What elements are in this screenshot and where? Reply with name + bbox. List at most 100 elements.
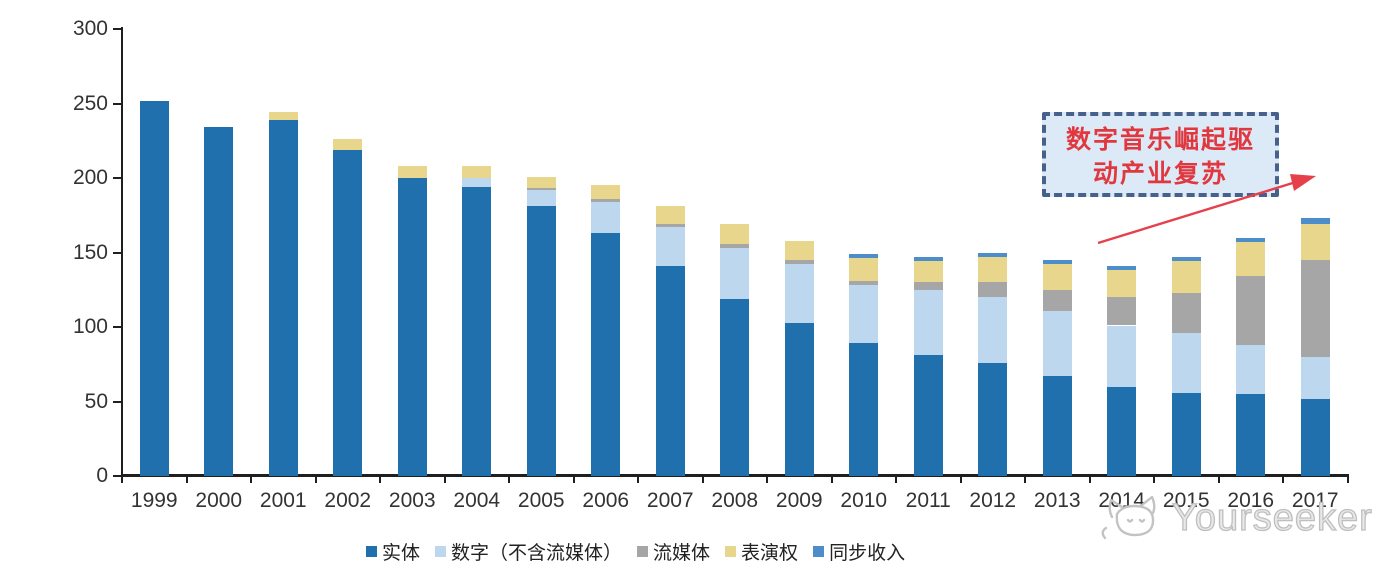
x-axis-label-2006: 2006 <box>582 489 630 512</box>
x-axis-tick-5 <box>443 476 446 483</box>
bar-segment-digital-ex-streaming-2011 <box>913 289 943 356</box>
annotation-text-line1: 数字音乐崛起驱 <box>1065 126 1255 154</box>
bar-segment-streaming-2012 <box>978 282 1008 298</box>
bar-segment-physical-2001 <box>268 119 298 476</box>
legend-swatch-performance-rights <box>725 546 737 557</box>
y-axis-label-150: 150 <box>72 240 108 264</box>
legend-item-performance-rights: 表演权 <box>725 538 798 565</box>
bar-segment-physical-2016 <box>1236 394 1266 476</box>
bar-segment-physical-2009 <box>784 322 814 476</box>
legend-swatch-digital-ex-streaming <box>435 546 447 557</box>
y-axis-label-250: 250 <box>72 91 108 115</box>
x-axis-tick-0 <box>121 476 123 483</box>
bar-segment-sync-revenue-2012 <box>978 252 1008 257</box>
y-axis-tick-300 <box>113 28 121 30</box>
bar-segment-physical-2017 <box>1300 398 1330 476</box>
y-axis-label-0: 0 <box>96 464 108 487</box>
x-axis-label-2003: 2003 <box>388 489 436 512</box>
bar-segment-digital-ex-streaming-2009 <box>784 264 814 323</box>
bar-segment-physical-2006 <box>591 233 621 476</box>
x-axis-tick-19 <box>1346 476 1349 483</box>
bar-segment-performance-rights-2007 <box>655 206 685 225</box>
bar-segment-physical-2012 <box>978 362 1008 476</box>
legend-swatch-streaming <box>637 546 649 557</box>
bar-segment-streaming-2009 <box>784 259 814 265</box>
bar-segment-performance-rights-2013 <box>1042 264 1072 290</box>
bar-segment-digital-ex-streaming-2006 <box>591 201 621 234</box>
bar-segment-streaming-2016 <box>1236 276 1266 345</box>
bar-segment-streaming-2011 <box>913 282 943 290</box>
bar-segment-sync-revenue-2013 <box>1042 259 1072 265</box>
bar-segment-digital-ex-streaming-2012 <box>978 297 1008 363</box>
bar-segment-performance-rights-2011 <box>913 261 943 283</box>
x-axis-tick-14 <box>1024 476 1026 483</box>
x-axis-tick-2 <box>250 476 252 483</box>
annotation-text-line2: 动产业复苏 <box>1092 160 1228 188</box>
y-axis-tick-50 <box>113 400 121 403</box>
y-axis-line <box>121 27 123 477</box>
bar-segment-digital-ex-streaming-2017 <box>1300 356 1330 399</box>
watermark-text: Yourseeker <box>1171 496 1373 539</box>
legend-item-digital-ex-streaming: 数字（不含流媒体） <box>435 538 622 565</box>
bar-segment-digital-ex-streaming-2005 <box>526 189 556 207</box>
bar-segment-physical-2014 <box>1107 386 1137 476</box>
bar-segment-performance-rights-2006 <box>591 185 621 199</box>
x-axis-tick-13 <box>959 476 962 483</box>
y-axis-tick-0 <box>113 475 121 477</box>
bar-segment-performance-rights-2003 <box>397 166 427 178</box>
x-axis-tick-10 <box>766 476 768 483</box>
bar-segment-streaming-2013 <box>1042 289 1072 311</box>
bar-segment-sync-revenue-2014 <box>1107 265 1137 271</box>
x-axis-tick-7 <box>572 476 575 483</box>
bar-segment-digital-ex-streaming-2010 <box>849 285 879 344</box>
bar-segment-physical-2010 <box>849 343 879 476</box>
y-axis-tick-100 <box>113 326 121 328</box>
bar-segment-digital-ex-streaming-2013 <box>1042 310 1072 377</box>
legend-label-physical: 实体 <box>382 543 421 564</box>
bar-segment-sync-revenue-2015 <box>1171 256 1201 262</box>
x-axis-label-2005: 2005 <box>517 489 565 512</box>
y-axis-tick-250 <box>113 102 121 105</box>
x-axis-label-2008: 2008 <box>711 489 759 512</box>
bar-segment-physical-2011 <box>913 355 943 476</box>
legend-label-streaming: 流媒体 <box>653 543 711 564</box>
y-axis-label-100: 100 <box>72 315 108 338</box>
x-axis-label-2009: 2009 <box>775 489 823 512</box>
bar-segment-performance-rights-2002 <box>333 139 363 150</box>
y-axis-label-50: 50 <box>84 389 108 413</box>
bar-segment-physical-2004 <box>462 186 492 476</box>
bar-segment-digital-ex-streaming-2007 <box>655 227 685 266</box>
bar-segment-digital-ex-streaming-2008 <box>720 248 750 299</box>
y-axis-tick-200 <box>113 177 121 179</box>
x-axis-label-2012: 2012 <box>969 489 1017 512</box>
bar-segment-performance-rights-2001 <box>268 112 298 120</box>
x-axis-tick-18 <box>1282 476 1284 483</box>
bar-segment-physical-2008 <box>720 298 750 476</box>
x-axis-tick-4 <box>379 476 381 483</box>
bar-segment-streaming-2008 <box>720 243 750 249</box>
bar-segment-sync-revenue-2011 <box>913 256 943 262</box>
bar-segment-physical-2000 <box>204 127 234 476</box>
x-axis-label-2002: 2002 <box>324 489 372 512</box>
x-axis-label-2004: 2004 <box>453 489 501 512</box>
x-axis-tick-9 <box>701 476 704 483</box>
bar-segment-digital-ex-streaming-2004 <box>462 178 492 187</box>
x-axis-tick-12 <box>895 476 897 483</box>
bar-segment-physical-2003 <box>397 178 427 476</box>
bar-segment-performance-rights-2008 <box>720 224 750 244</box>
bar-segment-physical-2005 <box>526 206 556 476</box>
watermark: Yourseeker <box>1098 490 1373 546</box>
legend-item-sync-revenue: 同步收入 <box>813 538 905 565</box>
bar-segment-streaming-2010 <box>849 280 879 286</box>
bar-segment-physical-2002 <box>333 149 363 476</box>
bar-segment-sync-revenue-2010 <box>849 253 879 259</box>
cat-logo-icon <box>1101 495 1156 540</box>
bar-segment-performance-rights-2010 <box>849 258 879 281</box>
x-axis-label-2016: 2016 <box>1227 489 1275 512</box>
bar-segment-streaming-2015 <box>1171 292 1201 333</box>
annotation-callout: 数字音乐崛起驱 动产业复苏 <box>1042 112 1279 197</box>
legend-label-digital-ex-streaming: 数字（不含流媒体） <box>451 543 623 564</box>
legend-label-sync-revenue: 同步收入 <box>829 543 906 564</box>
legend-item-physical: 实体 <box>366 538 420 565</box>
y-axis-label-200: 200 <box>72 166 108 189</box>
